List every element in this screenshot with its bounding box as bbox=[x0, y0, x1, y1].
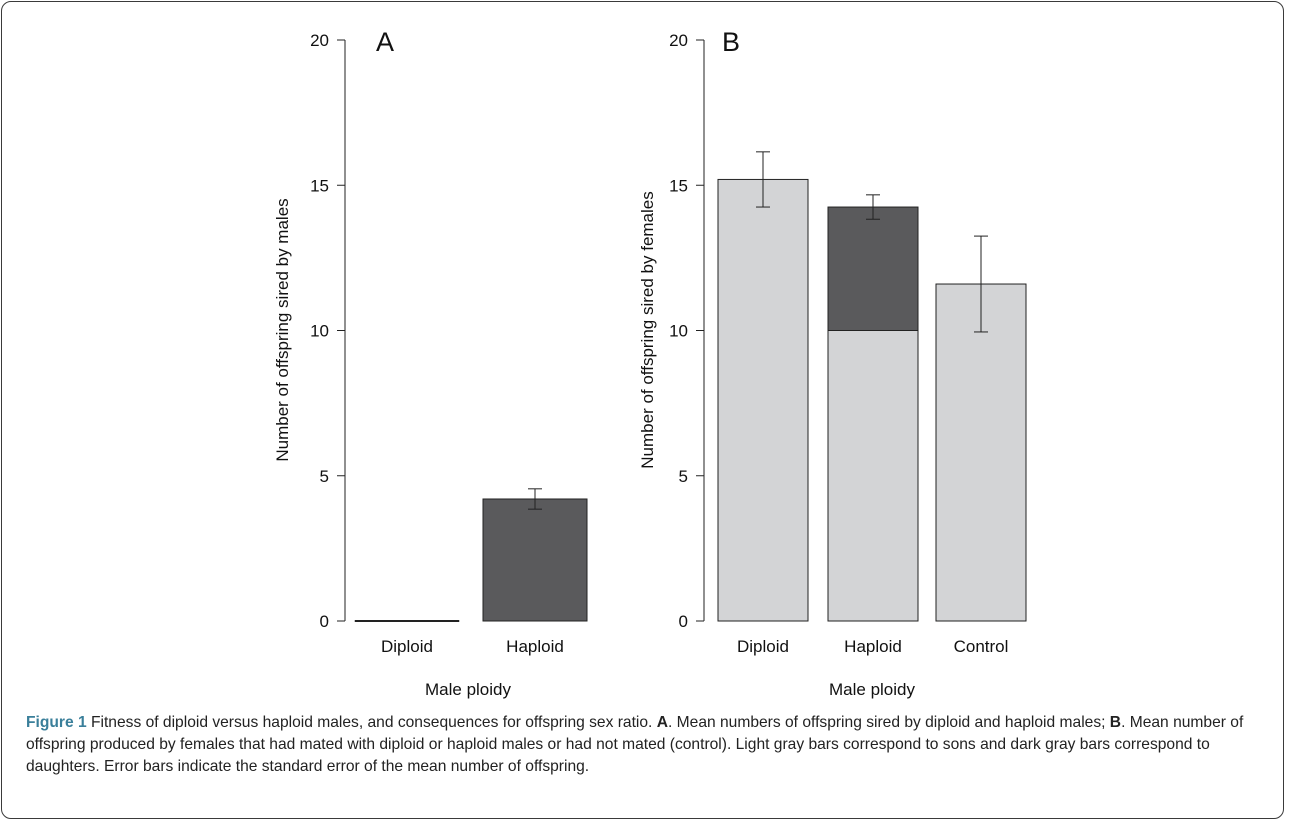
figure-caption: Figure 1 Fitness of diploid versus haplo… bbox=[26, 712, 1271, 778]
bar-a-haploid bbox=[482, 498, 588, 622]
caption-panel-b-text: . Mean number of offspring produced by f… bbox=[26, 714, 1244, 775]
caption-panel-a-label: A bbox=[656, 714, 668, 731]
x-tick-label-b-control: Control bbox=[954, 637, 1009, 656]
y-tick-label-a-3: 15 bbox=[310, 176, 329, 195]
x-axis-title-b: Male ploidy bbox=[829, 680, 915, 699]
x-tick-label-a-diploid: Diploid bbox=[381, 637, 433, 656]
y-tick-label-a-4: 20 bbox=[310, 31, 329, 50]
caption-figure-label: Figure 1 bbox=[26, 714, 87, 731]
y-axis-title-b: Number of offspring sired by females bbox=[638, 191, 657, 468]
y-tick-label-b-2: 10 bbox=[669, 322, 688, 341]
y-tick-label-b-1: 5 bbox=[679, 467, 688, 486]
y-tick-label-b-4: 20 bbox=[669, 31, 688, 50]
bar-b-control-segment-0 bbox=[935, 283, 1027, 622]
caption-intro: Fitness of diploid versus haploid males,… bbox=[86, 714, 657, 731]
x-tick-label-b-haploid: Haploid bbox=[844, 637, 902, 656]
x-tick-label-b-diploid: Diploid bbox=[737, 637, 789, 656]
figure-chart: A Number of offspring sired by males Dip… bbox=[273, 27, 1027, 699]
panel-a: A Number of offspring sired by males Dip… bbox=[273, 27, 588, 699]
bar-b-haploid-segment-0 bbox=[827, 330, 919, 622]
panel-letter-a: A bbox=[376, 27, 394, 57]
y-tick-label-a-2: 10 bbox=[310, 322, 329, 341]
y-tick-label-a-1: 5 bbox=[320, 467, 329, 486]
panel-b: B Number of offspring sired by females D… bbox=[638, 27, 1027, 699]
y-tick-label-b-0: 0 bbox=[679, 612, 688, 631]
x-tick-label-a-haploid: Haploid bbox=[506, 637, 564, 656]
x-axis-title-a: Male ploidy bbox=[425, 680, 511, 699]
y-tick-label-a-0: 0 bbox=[320, 612, 329, 631]
caption-panel-b-label: B bbox=[1109, 714, 1122, 731]
bar-b-diploid-segment-0 bbox=[717, 178, 809, 622]
bar-b-haploid-segment-1 bbox=[827, 206, 919, 332]
y-axis-title-a: Number of offspring sired by males bbox=[273, 198, 292, 461]
y-tick-label-b-3: 15 bbox=[669, 176, 688, 195]
panel-letter-b: B bbox=[722, 27, 740, 57]
caption-panel-a-text: . Mean numbers of offspring sired by dip… bbox=[668, 714, 1110, 731]
